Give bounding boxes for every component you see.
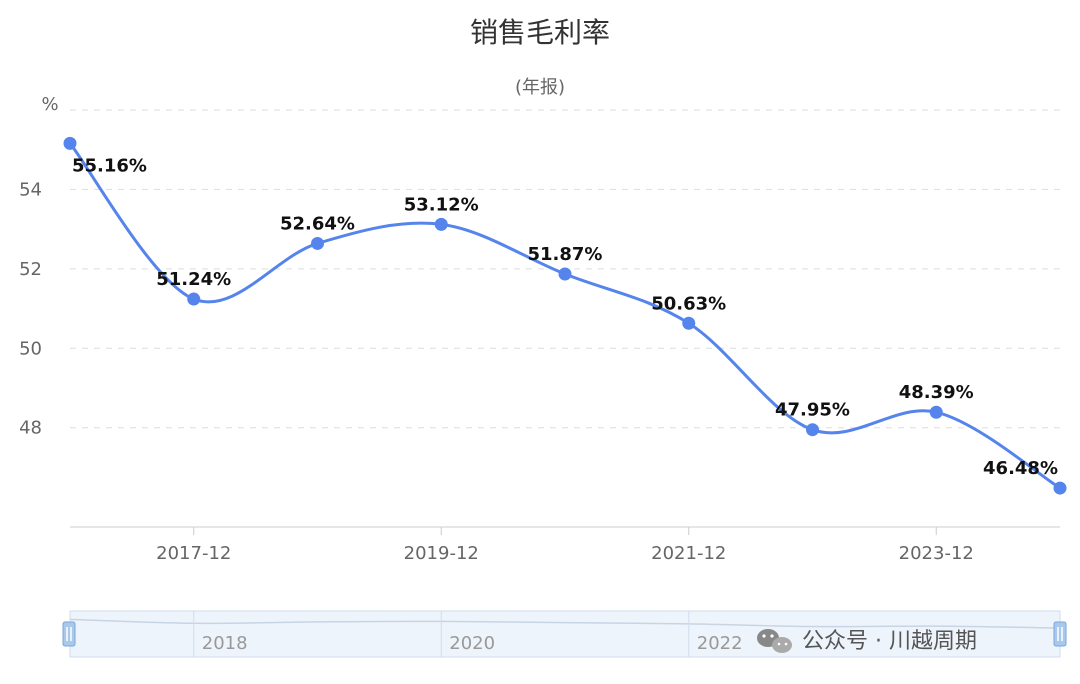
navigator-label: 2022 bbox=[697, 633, 743, 654]
x-tick-label: 2019-12 bbox=[404, 543, 479, 564]
data-point[interactable] bbox=[806, 423, 819, 437]
data-point[interactable] bbox=[63, 136, 77, 150]
data-point[interactable] bbox=[682, 316, 696, 330]
chart-title: 销售毛利率 bbox=[470, 16, 610, 49]
data-label: 46.48% bbox=[983, 458, 1058, 479]
data-label: 47.95% bbox=[775, 400, 850, 421]
data-point[interactable] bbox=[558, 267, 572, 281]
y-tick-label: 52 bbox=[19, 259, 42, 280]
x-tick-label: 2021-12 bbox=[651, 543, 726, 564]
watermark: 公众号 · 川越周期 bbox=[757, 629, 977, 654]
data-points bbox=[63, 136, 1067, 495]
x-tick-label: 2017-12 bbox=[156, 543, 231, 564]
y-tick-label: 54 bbox=[19, 179, 42, 200]
data-point[interactable] bbox=[434, 217, 448, 231]
y-tick-label: 48 bbox=[19, 418, 42, 439]
data-label: 51.24% bbox=[156, 269, 231, 290]
data-label: 55.16% bbox=[72, 155, 147, 176]
navigator-labels: 2018 2020 2022 bbox=[202, 633, 743, 654]
navigator-mini-series bbox=[69, 618, 1061, 629]
y-axis-ticks: 48 50 52 54 bbox=[19, 179, 42, 438]
data-point[interactable] bbox=[187, 292, 201, 306]
x-axis-ticks: 2017-12 2019-12 2021-12 2023-12 bbox=[156, 527, 974, 564]
data-label: 51.87% bbox=[528, 244, 603, 265]
chart-subtitle: (年报) bbox=[515, 77, 565, 98]
x-tick-label: 2023-12 bbox=[899, 543, 974, 564]
data-label: 53.12% bbox=[404, 194, 479, 215]
navigator-left-handle[interactable] bbox=[62, 621, 76, 647]
y-axis-unit: % bbox=[41, 94, 58, 115]
navigator-label: 2020 bbox=[449, 633, 495, 654]
watermark-text: 公众号 · 川越周期 bbox=[802, 629, 977, 654]
navigator-label: 2018 bbox=[202, 633, 248, 654]
data-point[interactable] bbox=[311, 236, 324, 250]
data-point[interactable] bbox=[929, 405, 943, 419]
wechat-icon bbox=[757, 629, 792, 653]
data-label: 50.63% bbox=[651, 293, 726, 314]
data-point[interactable] bbox=[1053, 481, 1067, 495]
data-label: 48.39% bbox=[899, 382, 974, 403]
y-tick-label: 50 bbox=[19, 338, 42, 359]
range-navigator[interactable]: 2018 2020 2022 bbox=[62, 610, 1067, 658]
navigator-dividers bbox=[193, 611, 690, 657]
data-labels: 55.16% 51.24% 52.64% 53.12% 51.87% 50.63% 47.9… bbox=[72, 155, 1058, 479]
data-label: 52.64% bbox=[280, 213, 355, 234]
series-line bbox=[68, 142, 1061, 490]
navigator-right-handle[interactable] bbox=[1053, 621, 1067, 647]
